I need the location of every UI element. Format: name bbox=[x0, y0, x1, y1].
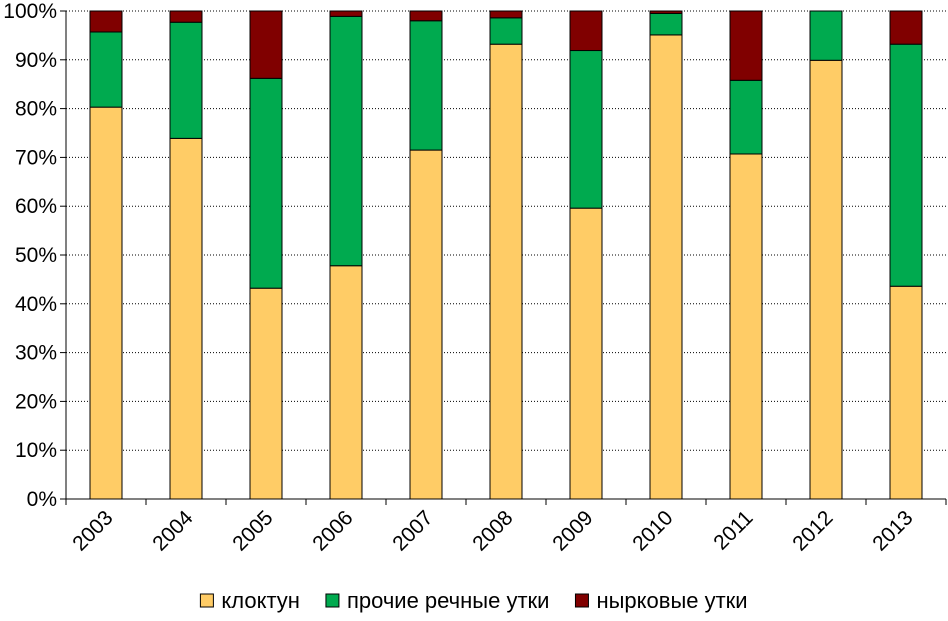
x-tick-label: 2006 bbox=[308, 506, 357, 555]
bar-segment-2011-series-0 bbox=[729, 153, 763, 500]
x-tick-label: 2004 bbox=[148, 506, 198, 556]
legend-swatch bbox=[574, 593, 589, 608]
legend-label: нырковые утки bbox=[596, 588, 747, 613]
axes bbox=[60, 10, 947, 505]
y-tick-label: 60% bbox=[15, 195, 57, 218]
bar-segment-2006-series-2 bbox=[329, 10, 363, 17]
bar-segment-2004-series-0 bbox=[169, 137, 203, 500]
x-tick-label: 2011 bbox=[709, 506, 757, 554]
x-tick-label: 2005 bbox=[228, 506, 277, 555]
y-tick-label: 40% bbox=[15, 293, 57, 316]
bar-segment-2007-series-1 bbox=[409, 20, 443, 151]
bar-segment-2003-series-0 bbox=[89, 106, 123, 500]
bar-segment-2007-series-0 bbox=[409, 149, 443, 500]
x-tick-label: 2013 bbox=[868, 506, 917, 555]
x-tick-label: 2010 bbox=[628, 506, 677, 555]
y-tick-label: 100% bbox=[3, 0, 57, 23]
legend: клоктун прочие речные утки нырковые утки bbox=[199, 588, 748, 613]
bar-segment-2013-series-2 bbox=[889, 10, 923, 45]
legend-label: клоктун bbox=[221, 588, 300, 613]
bar-segment-2010-series-2 bbox=[649, 10, 683, 14]
bar-segment-2012-series-0 bbox=[809, 59, 843, 500]
bar-segment-2010-series-1 bbox=[649, 12, 683, 36]
y-tick-label: 80% bbox=[15, 98, 57, 121]
bar-segment-2003-series-1 bbox=[89, 31, 123, 108]
legend-label: прочие речные утки bbox=[347, 588, 550, 613]
x-tick-label: 2012 bbox=[788, 506, 837, 555]
bar-segment-2004-series-1 bbox=[169, 21, 203, 139]
bar-segment-2013-series-0 bbox=[889, 285, 923, 500]
y-tick-label: 10% bbox=[15, 439, 57, 462]
bar-segment-2009-series-1 bbox=[569, 50, 603, 209]
x-tick-label: 2009 bbox=[548, 506, 597, 555]
legend-item-0: клоктун bbox=[199, 588, 300, 613]
bar-segment-2008-series-1 bbox=[489, 17, 523, 45]
legend-item-1: прочие речные утки bbox=[325, 588, 550, 613]
bar-segment-2013-series-1 bbox=[889, 43, 923, 287]
bar-segment-2003-series-2 bbox=[89, 10, 123, 33]
bar-segment-2007-series-2 bbox=[409, 10, 443, 22]
bar-segment-2005-series-1 bbox=[249, 77, 283, 289]
bar-segment-2006-series-1 bbox=[329, 15, 363, 267]
bar-segment-2008-series-0 bbox=[489, 43, 523, 500]
bar-segment-2012-series-1 bbox=[809, 10, 843, 61]
y-tick-label: 50% bbox=[15, 244, 57, 267]
y-tick-labels: 0% 10% 20% 30% 40% 50% 60% 70% 80% 90% 100% bbox=[3, 0, 57, 511]
bar-segment-2010-series-0 bbox=[649, 34, 683, 500]
legend-item-2: нырковые утки bbox=[574, 588, 748, 613]
legend-swatch bbox=[199, 593, 214, 608]
x-tick-label: 2003 bbox=[68, 506, 117, 555]
bars bbox=[89, 10, 923, 500]
x-tick-labels: 2003 2004 2005 2006 2007 2008 2009 2010 2011 2012… bbox=[68, 506, 917, 556]
bar-segment-2009-series-0 bbox=[569, 207, 603, 500]
y-tick-label: 20% bbox=[15, 390, 57, 413]
y-tick-label: 30% bbox=[15, 342, 57, 365]
bar-segment-2005-series-2 bbox=[249, 10, 283, 79]
y-tick-label: 0% bbox=[27, 488, 57, 511]
bar-segment-2011-series-2 bbox=[729, 10, 763, 81]
bar-segment-2009-series-2 bbox=[569, 10, 603, 52]
x-tick-label: 2007 bbox=[388, 506, 437, 555]
bar-segment-2006-series-0 bbox=[329, 265, 363, 500]
y-tick-label: 90% bbox=[15, 49, 57, 72]
legend-swatch bbox=[325, 593, 340, 608]
y-tick-label: 70% bbox=[15, 146, 57, 169]
x-tick-label: 2008 bbox=[468, 506, 517, 555]
bar-segment-2004-series-2 bbox=[169, 10, 203, 23]
bar-segment-2005-series-0 bbox=[249, 287, 283, 500]
bar-segment-2011-series-1 bbox=[729, 79, 763, 155]
bar-segment-2008-series-2 bbox=[489, 10, 523, 19]
